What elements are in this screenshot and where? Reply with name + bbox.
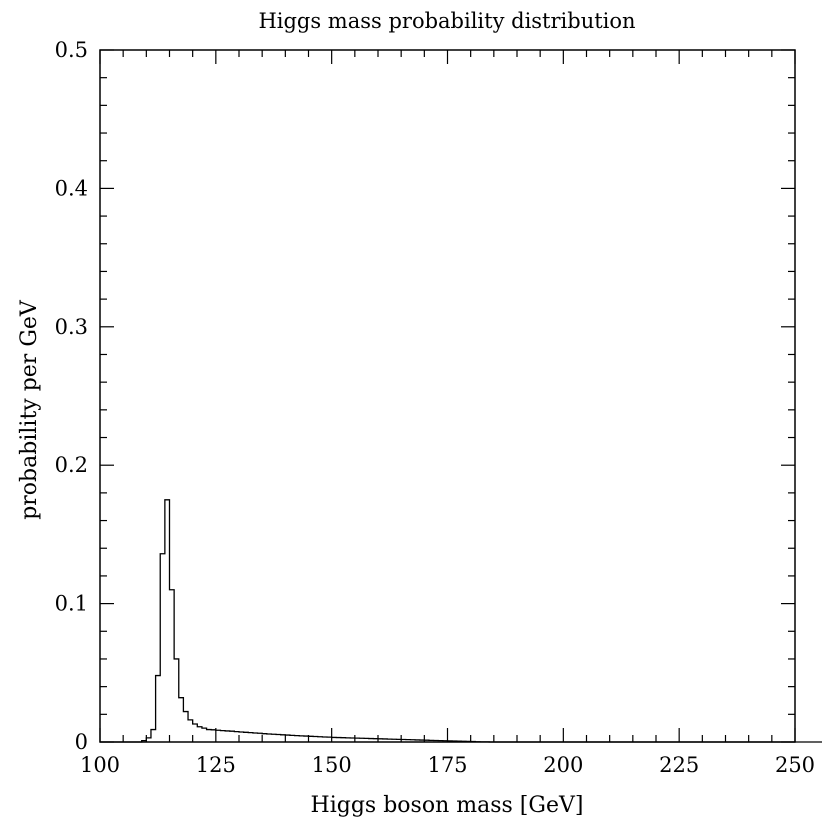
axis-ticks	[99, 49, 796, 743]
x-tick-label: 100	[80, 753, 120, 777]
histogram-series	[100, 499, 822, 743]
plot-frame	[99, 49, 796, 743]
x-tick-label: 225	[659, 753, 699, 777]
y-tick-label: 0.2	[55, 453, 88, 477]
x-tick-label: 125	[196, 753, 236, 777]
x-tick-label: 175	[427, 753, 467, 777]
axis-tick-labels: 100 125 150 175 200 225 250 0 0.1 0.2 0.3 0.4 0.5	[55, 38, 815, 777]
y-tick-label: 0.5	[55, 38, 88, 62]
y-tick-label: 0	[75, 730, 88, 754]
y-tick-label: 0.3	[55, 315, 88, 339]
x-tick-label: 150	[312, 753, 352, 777]
y-tick-label: 0.4	[55, 176, 88, 200]
x-tick-label: 250	[775, 753, 815, 777]
x-axis-label: Higgs boson mass [GeV]	[311, 793, 584, 818]
chart-title: Higgs mass probability distribution	[258, 9, 635, 33]
x-tick-label: 200	[543, 753, 583, 777]
y-axis-label: probability per GeV	[17, 299, 42, 520]
y-tick-label: 0.1	[55, 592, 88, 616]
